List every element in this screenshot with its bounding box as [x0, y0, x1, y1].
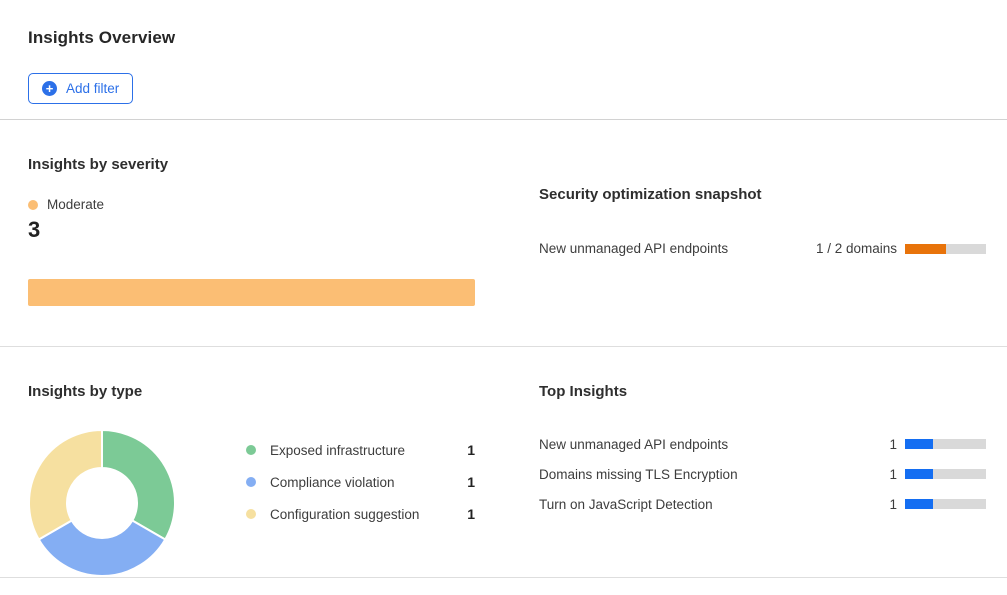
top-insight-label: New unmanaged API endpoints	[539, 436, 729, 452]
top-insight-bar-fill	[905, 499, 934, 509]
top-insight-label: Turn on JavaScript Detection	[539, 496, 713, 512]
insights-by-severity-heading: Insights by severity	[28, 156, 169, 173]
type-legend-row: Exposed infrastructure 1	[246, 442, 475, 458]
insights-by-type-panel: Insights by type Exposed infrastructure …	[28, 347, 475, 577]
snapshot-row-label: New unmanaged API endpoints	[539, 241, 729, 256]
severity-bar-fill	[28, 279, 475, 306]
severity-bar[interactable]	[28, 279, 475, 306]
security-optimization-panel: Security optimization snapshot New unman…	[539, 120, 986, 346]
exposed-infrastructure-dot	[246, 445, 256, 455]
top-insight-bar-fill	[905, 469, 934, 479]
top-insight-bar	[905, 499, 986, 509]
type-legend-count: 1	[467, 506, 475, 522]
top-insight-count: 1	[889, 466, 897, 482]
snapshot-progress-bar	[905, 243, 986, 254]
snapshot-progress-fill	[905, 243, 946, 254]
section-severity-snapshot: Insights by severity Moderate 3 Security…	[0, 120, 1007, 347]
configuration-suggestion-dot	[246, 509, 256, 519]
moderate-legend-dot	[28, 199, 38, 210]
type-legend-label: Compliance violation	[270, 474, 395, 490]
type-legend-row: Compliance violation 1	[246, 474, 475, 490]
top-insight-row: Domains missing TLS Encryption 1	[539, 466, 986, 482]
type-legend-row: Configuration suggestion 1	[246, 506, 475, 522]
donut-segment-0[interactable]	[101, 428, 176, 541]
top-insight-bar-fill	[905, 439, 934, 449]
snapshot-row: New unmanaged API endpoints 1 / 2 domain…	[539, 241, 986, 256]
plus-circle-icon: +	[42, 81, 57, 96]
top-insight-bar	[905, 439, 986, 449]
moderate-legend-label: Moderate	[47, 197, 105, 212]
security-optimization-heading: Security optimization snapshot	[539, 186, 762, 203]
section-type-top-insights: Insights by type Exposed infrastructure …	[0, 347, 1007, 578]
type-legend-label: Configuration suggestion	[270, 506, 420, 522]
page-title: Insights Overview	[28, 28, 176, 47]
type-legend-count: 1	[467, 474, 475, 490]
top-insight-bar	[905, 469, 986, 479]
severity-legend-row: Moderate	[28, 197, 475, 212]
snapshot-row-value: 1 / 2 domains	[815, 241, 897, 256]
top-insight-label: Domains missing TLS Encryption	[539, 466, 738, 482]
page-header: Insights Overview + Add filter	[0, 0, 1007, 120]
compliance-violation-dot	[246, 477, 256, 487]
top-insight-row: New unmanaged API endpoints 1	[539, 436, 986, 452]
add-filter-button[interactable]: + Add filter	[28, 73, 134, 104]
severity-count: 3	[28, 217, 41, 242]
top-insights-rows: New unmanaged API endpoints 1 Domains mi…	[539, 436, 986, 512]
insights-by-type-legend: Exposed infrastructure 1 Compliance viol…	[246, 429, 475, 538]
insights-by-type-donut	[28, 428, 176, 577]
insights-by-severity-panel: Insights by severity Moderate 3	[28, 120, 475, 346]
top-insight-count: 1	[889, 496, 897, 512]
insights-by-type-heading: Insights by type	[28, 383, 143, 400]
top-insights-panel: Top Insights New unmanaged API endpoints…	[539, 347, 986, 577]
donut-segment-1[interactable]	[37, 519, 167, 577]
add-filter-label: Add filter	[66, 81, 120, 96]
donut-segment-2[interactable]	[28, 428, 103, 541]
insights-by-type-body: Exposed infrastructure 1 Compliance viol…	[28, 428, 475, 577]
top-insight-row: Turn on JavaScript Detection 1	[539, 496, 986, 512]
donut-chart-svg	[28, 428, 176, 577]
top-insights-heading: Top Insights	[539, 383, 628, 400]
top-insight-count: 1	[889, 436, 897, 452]
type-legend-label: Exposed infrastructure	[270, 442, 406, 458]
type-legend-count: 1	[467, 442, 475, 458]
